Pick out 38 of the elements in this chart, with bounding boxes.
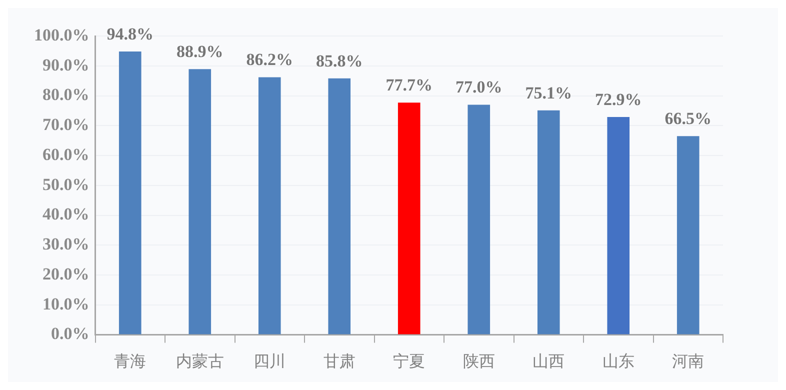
- y-tick-label: 90.0%: [42, 55, 90, 74]
- y-tick-label: 10.0%: [42, 294, 90, 314]
- y-tick-label: 100.0%: [34, 25, 90, 44]
- x-tick-label: 宁夏: [393, 352, 426, 371]
- bar: [118, 52, 142, 334]
- bar: [607, 116, 630, 334]
- y-tick-label: 40.0%: [42, 204, 90, 224]
- y-tick-label: 0.0%: [51, 324, 90, 344]
- data-label: 72.9%: [595, 90, 642, 109]
- data-label: 77.0%: [456, 78, 502, 97]
- x-tick-label: 山西: [532, 352, 565, 371]
- x-tick-label: 陕西: [462, 352, 495, 371]
- x-tick-label: 山东: [602, 352, 634, 371]
- bar: [188, 69, 212, 334]
- y-tick-label: 70.0%: [42, 115, 90, 134]
- data-label: 86.2%: [246, 50, 293, 70]
- bar: [537, 110, 560, 334]
- y-tick-label: 20.0%: [42, 264, 90, 284]
- data-label: 66.5%: [664, 108, 712, 128]
- bar: [468, 104, 490, 334]
- data-label: 94.8%: [106, 24, 154, 44]
- data-label: 85.8%: [316, 51, 363, 70]
- data-label: 88.9%: [176, 42, 224, 62]
- x-tick-label: 四川: [254, 352, 286, 371]
- y-tick-label: 50.0%: [42, 174, 90, 194]
- x-tick-label: 内蒙古: [176, 352, 224, 371]
- bar: [398, 102, 420, 334]
- x-tick-label: 河南: [672, 352, 704, 371]
- data-label: 75.1%: [525, 83, 572, 102]
- y-tick-label: 30.0%: [42, 234, 90, 254]
- bar: [258, 77, 281, 334]
- bar: [676, 136, 700, 334]
- x-tick-label: 甘肃: [323, 352, 356, 371]
- y-tick-label: 60.0%: [42, 144, 90, 164]
- y-tick-label: 80.0%: [42, 85, 90, 104]
- bar: [328, 78, 351, 334]
- x-tick-label: 青海: [114, 352, 146, 371]
- data-label: 77.7%: [386, 76, 432, 95]
